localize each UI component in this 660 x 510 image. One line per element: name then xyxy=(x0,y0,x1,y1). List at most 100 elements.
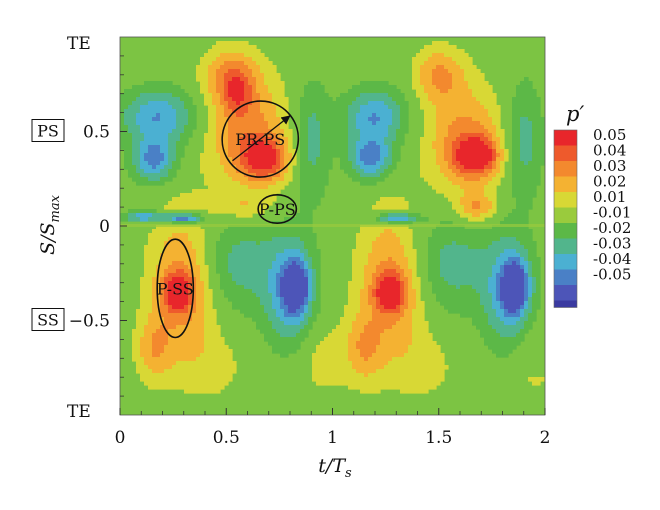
contour-cell xyxy=(148,321,165,326)
contour-cell xyxy=(536,281,541,286)
contour-cell xyxy=(316,277,321,282)
contour-cell xyxy=(308,137,321,142)
contour-cell xyxy=(120,133,133,138)
contour-cell xyxy=(308,281,313,286)
contour-cell xyxy=(140,301,153,306)
contour-cell xyxy=(164,289,169,294)
contour-cell xyxy=(124,153,133,158)
contour-cell xyxy=(272,101,289,106)
contour-cell xyxy=(368,357,393,362)
contour-cell xyxy=(176,141,189,146)
contour-cell xyxy=(288,149,297,154)
contour-cell xyxy=(268,289,277,294)
contour-cell xyxy=(176,149,185,154)
contour-cell xyxy=(284,157,293,162)
contour-cell xyxy=(320,149,349,154)
contour-cell xyxy=(348,105,361,110)
surface-label: SS xyxy=(37,311,59,330)
x-axis-label: t/Ts xyxy=(318,455,352,481)
contour-cell xyxy=(360,133,389,138)
contour-cell xyxy=(512,97,541,102)
contour-cell xyxy=(512,117,521,122)
contour-cell xyxy=(484,105,501,110)
contour-cell xyxy=(492,325,525,330)
contour-cell xyxy=(520,153,533,158)
contour-cell xyxy=(456,153,493,158)
contour-cell xyxy=(204,141,217,146)
contour-cell xyxy=(172,105,185,110)
contour-cell xyxy=(496,273,505,278)
contour-cell xyxy=(360,333,381,338)
contour-cell xyxy=(228,81,245,86)
contour-cell xyxy=(356,369,377,374)
contour-cell xyxy=(412,309,425,314)
contour-cell xyxy=(168,169,177,174)
contour-cell xyxy=(332,329,353,334)
contour-cell xyxy=(348,353,361,358)
contour-cell xyxy=(520,137,533,142)
contour-cell xyxy=(204,341,225,346)
contour-cell xyxy=(152,353,161,358)
contour-cell xyxy=(304,297,309,302)
contour-cell xyxy=(212,93,221,98)
contour-cell xyxy=(348,173,361,178)
contour-cell xyxy=(348,333,361,338)
contour-cell xyxy=(468,245,489,250)
contour-cell xyxy=(364,285,369,290)
contour-cell xyxy=(260,109,277,114)
contour-cell xyxy=(204,317,217,322)
contour-cell xyxy=(152,293,161,298)
contour-cell xyxy=(376,201,409,206)
contour-cell xyxy=(316,281,321,286)
contour-cell xyxy=(144,265,157,270)
contour-cell xyxy=(504,249,517,254)
contour-cell xyxy=(272,145,277,150)
contour-cell xyxy=(232,77,241,82)
contour-cell xyxy=(204,301,213,306)
contour-cell xyxy=(372,353,405,358)
contour-cell xyxy=(492,141,497,146)
contour-cell xyxy=(412,57,429,62)
contour-cell xyxy=(432,77,453,82)
contour-cell xyxy=(208,65,221,70)
contour-cell xyxy=(336,325,353,330)
contour-cell xyxy=(360,353,373,358)
contour-cell xyxy=(364,281,373,286)
contour-cell xyxy=(176,117,189,122)
contour-cell xyxy=(360,389,381,394)
contour-cell xyxy=(312,373,365,378)
contour-cell xyxy=(204,137,217,142)
contour-cell xyxy=(160,285,165,290)
contour-cell xyxy=(428,97,477,102)
contour-cell xyxy=(480,329,497,334)
contour-cell xyxy=(396,129,409,134)
contour-cell xyxy=(308,293,313,298)
contour-cell xyxy=(492,133,497,138)
contour-cell xyxy=(208,121,217,126)
contour-cell xyxy=(268,89,285,94)
contour-cell xyxy=(396,261,409,266)
contour-cell xyxy=(308,305,313,310)
contour-cell xyxy=(528,313,537,318)
contour-cell xyxy=(176,217,189,222)
contour-cell xyxy=(276,285,281,290)
contour-cell xyxy=(436,117,457,122)
contour-cell xyxy=(276,157,281,162)
contour-cell xyxy=(220,285,245,290)
contour-cell xyxy=(500,141,505,146)
contour-cell xyxy=(424,109,437,114)
contour-cell xyxy=(280,301,285,306)
contour-cell xyxy=(516,197,533,202)
contour-cell xyxy=(344,313,357,318)
contour-cell xyxy=(524,289,529,294)
contour-cell xyxy=(524,285,529,290)
contour-cell xyxy=(372,289,377,294)
contour-cell xyxy=(264,333,281,338)
contour-cell xyxy=(140,141,169,146)
contour-cell xyxy=(444,277,489,282)
contour-cell xyxy=(160,301,165,306)
contour-cell xyxy=(300,113,313,118)
contour-cell xyxy=(140,109,177,114)
contour-cell xyxy=(428,273,441,278)
contour-cell xyxy=(468,85,493,90)
